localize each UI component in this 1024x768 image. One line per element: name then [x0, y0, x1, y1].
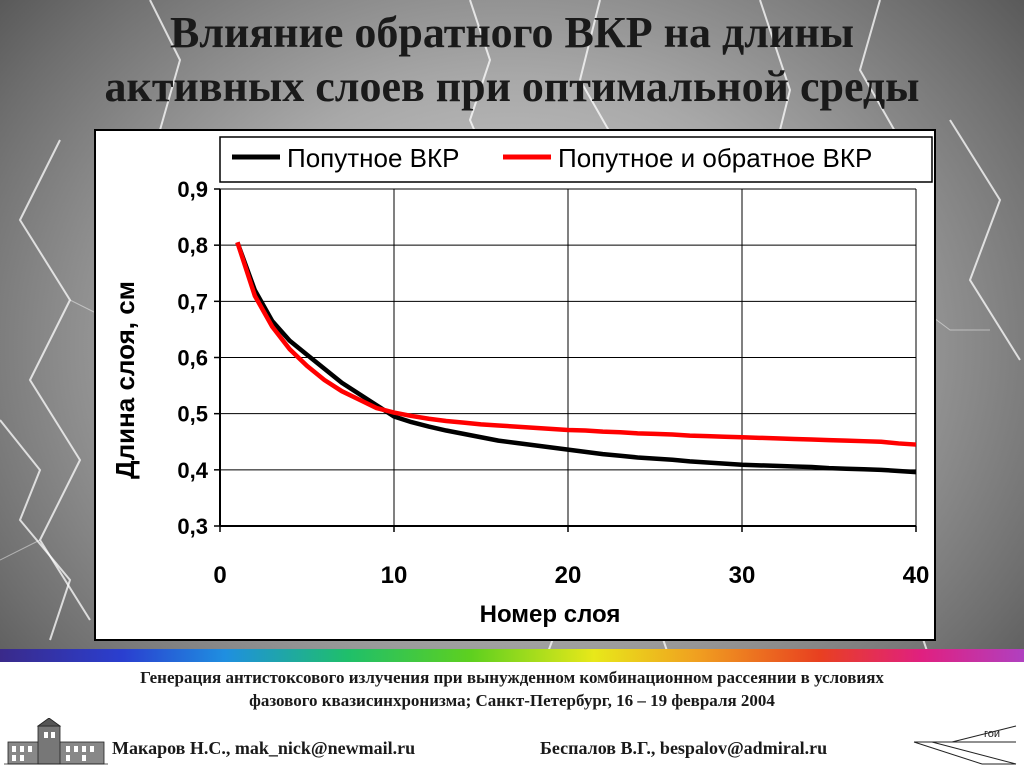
legend-box — [219, 136, 933, 183]
x-tick-label: 10 — [381, 562, 408, 589]
y-tick-label: 0,6 — [177, 346, 208, 371]
y-tick-label: 0,3 — [177, 514, 208, 539]
goi-logo-icon: гои — [913, 725, 1017, 765]
rainbow-divider — [0, 649, 1024, 662]
y-tick-label: 0,5 — [177, 402, 208, 427]
x-tick-label: 30 — [729, 562, 756, 589]
conference-line-1: Генерация антистоксового излучения при в… — [140, 668, 884, 687]
x-tick-label: 20 — [555, 562, 582, 589]
legend-label-series-1: Попутное ВКР — [287, 143, 459, 173]
chart-frame — [94, 129, 936, 641]
tick-labels: 0,3 0,4 0,5 0,6 0,7 0,8 0,9 0 10 20 30 40 — [177, 177, 929, 589]
y-axis-title: Длина слоя, см — [110, 281, 140, 479]
y-tick-label: 0,8 — [177, 233, 208, 258]
x-tick-label: 0 — [213, 562, 226, 589]
slide-title-line-1: Влияние обратного ВКР на длины — [169, 8, 855, 57]
slide-title-line-2: активных слоев при оптимальной среды — [104, 62, 920, 111]
series-line-1 — [235, 241, 917, 475]
y-tick-label: 0,9 — [177, 177, 208, 202]
building-logo-icon — [4, 718, 108, 765]
goi-logo-text: гои — [984, 728, 1000, 740]
y-tick-label: 0,7 — [177, 289, 208, 314]
conference-line-2: фазового квазисинхронизма; Санкт-Петербу… — [249, 691, 775, 710]
footer — [0, 662, 1024, 768]
author-1: Макаров Н.С., mak_nick@newmail.ru — [112, 738, 416, 758]
x-tick-label: 40 — [903, 562, 930, 589]
series-lines — [235, 241, 917, 475]
series-line-2 — [235, 241, 917, 447]
axes — [214, 188, 917, 532]
x-axis-title: Номер слоя — [480, 601, 621, 628]
conference-info: Генерация антистоксового излучения при в… — [0, 666, 1024, 712]
author-2: Беспалов В.Г., bespalov@admiral.ru — [540, 738, 828, 758]
chart: 0,3 0,4 0,5 0,6 0,7 0,8 0,9 0 10 20 30 40 Попутное … — [94, 129, 936, 641]
legend-label-series-2: Попутное и обратное ВКР — [558, 143, 872, 173]
slide-title: Влияние обратного ВКР на длины активных … — [0, 6, 1024, 114]
y-tick-label: 0,4 — [177, 458, 208, 483]
legend: Попутное ВКР Попутное и обратное ВКР — [219, 136, 933, 183]
